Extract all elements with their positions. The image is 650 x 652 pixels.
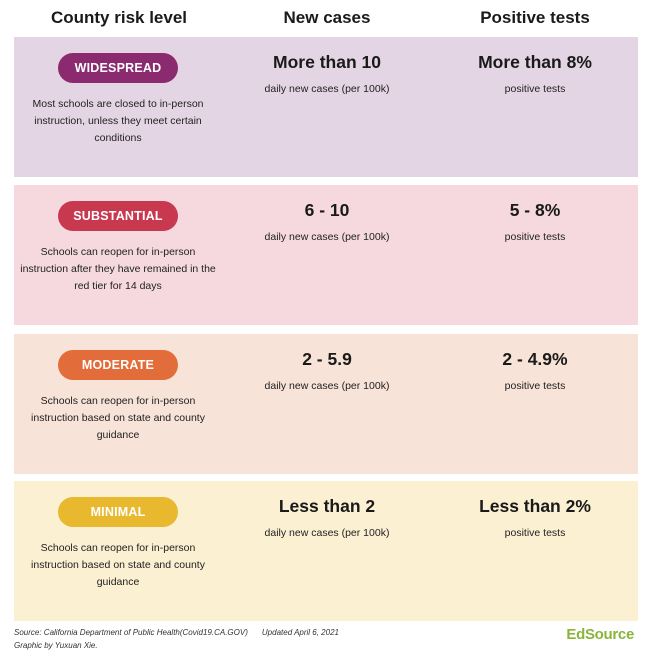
positive-tests-unit: positive tests <box>504 231 566 243</box>
header-new-cases: New cases <box>283 8 371 27</box>
positive-tests-cell: More than 8% positive tests <box>440 51 630 96</box>
header-positive-tests: Positive tests <box>480 8 590 27</box>
updated-text: Updated April 6, 2021 <box>261 628 339 637</box>
new-cases-value: More than 10 <box>273 52 381 72</box>
positive-tests-cell: 2 - 4.9% positive tests <box>440 348 630 393</box>
tier-description: Schools can reopen for in-person instruc… <box>31 542 205 588</box>
tier-row-minimal: MINIMAL Schools can reopen for in-person… <box>14 481 638 621</box>
source-text: Source: California Department of Public … <box>14 628 248 637</box>
positive-tests-value: 5 - 8% <box>509 200 561 220</box>
positive-tests-value: Less than 2% <box>479 496 591 516</box>
positive-tests-value: 2 - 4.9% <box>502 349 568 369</box>
new-cases-value: 2 - 5.9 <box>302 349 352 369</box>
source-note: Source: California Department of Public … <box>14 626 339 652</box>
new-cases-unit: daily new cases (per 100k) <box>264 527 390 539</box>
new-cases-value: Less than 2 <box>278 496 376 516</box>
new-cases-cell: Less than 2 daily new cases (per 100k) <box>232 495 422 540</box>
new-cases-value: 6 - 10 <box>304 200 350 220</box>
tier-description: Most schools are closed to in-person ins… <box>32 98 204 144</box>
tier-badge-substantial: SUBSTANTIAL <box>58 201 178 231</box>
edsource-logo[interactable]: EdSource <box>566 626 634 643</box>
tier-description: Schools can reopen for in-person instruc… <box>20 246 216 292</box>
tier-badge-widespread: WIDESPREAD <box>58 53 178 83</box>
new-cases-cell: 2 - 5.9 daily new cases (per 100k) <box>232 348 422 393</box>
positive-tests-unit: positive tests <box>504 380 566 392</box>
logo-source: Source <box>584 626 634 643</box>
tier-row-substantial: SUBSTANTIAL Schools can reopen for in-pe… <box>14 185 638 325</box>
positive-tests-value: More than 8% <box>478 52 592 72</box>
logo-ed: Ed <box>566 626 585 643</box>
positive-tests-unit: positive tests <box>504 527 566 539</box>
positive-tests-unit: positive tests <box>504 83 566 95</box>
new-cases-cell: 6 - 10 daily new cases (per 100k) <box>232 199 422 244</box>
new-cases-unit: daily new cases (per 100k) <box>264 83 390 95</box>
tier-row-widespread: WIDESPREAD Most schools are closed to in… <box>14 37 638 177</box>
tier-badge-moderate: MODERATE <box>58 350 178 380</box>
positive-tests-cell: Less than 2% positive tests <box>440 495 630 540</box>
positive-tests-cell: 5 - 8% positive tests <box>440 199 630 244</box>
tier-row-moderate: MODERATE Schools can reopen for in-perso… <box>14 334 638 474</box>
table-header: County risk level New cases Positive tes… <box>0 0 650 36</box>
tier-description: Schools can reopen for in-person instruc… <box>31 395 205 441</box>
new-cases-unit: daily new cases (per 100k) <box>264 231 390 243</box>
new-cases-unit: daily new cases (per 100k) <box>264 380 390 392</box>
credit-text: Graphic by Yuxuan Xie. <box>14 641 98 650</box>
tier-badge-minimal: MINIMAL <box>58 497 178 527</box>
new-cases-cell: More than 10 daily new cases (per 100k) <box>232 51 422 96</box>
header-county-risk-level: County risk level <box>50 8 188 27</box>
